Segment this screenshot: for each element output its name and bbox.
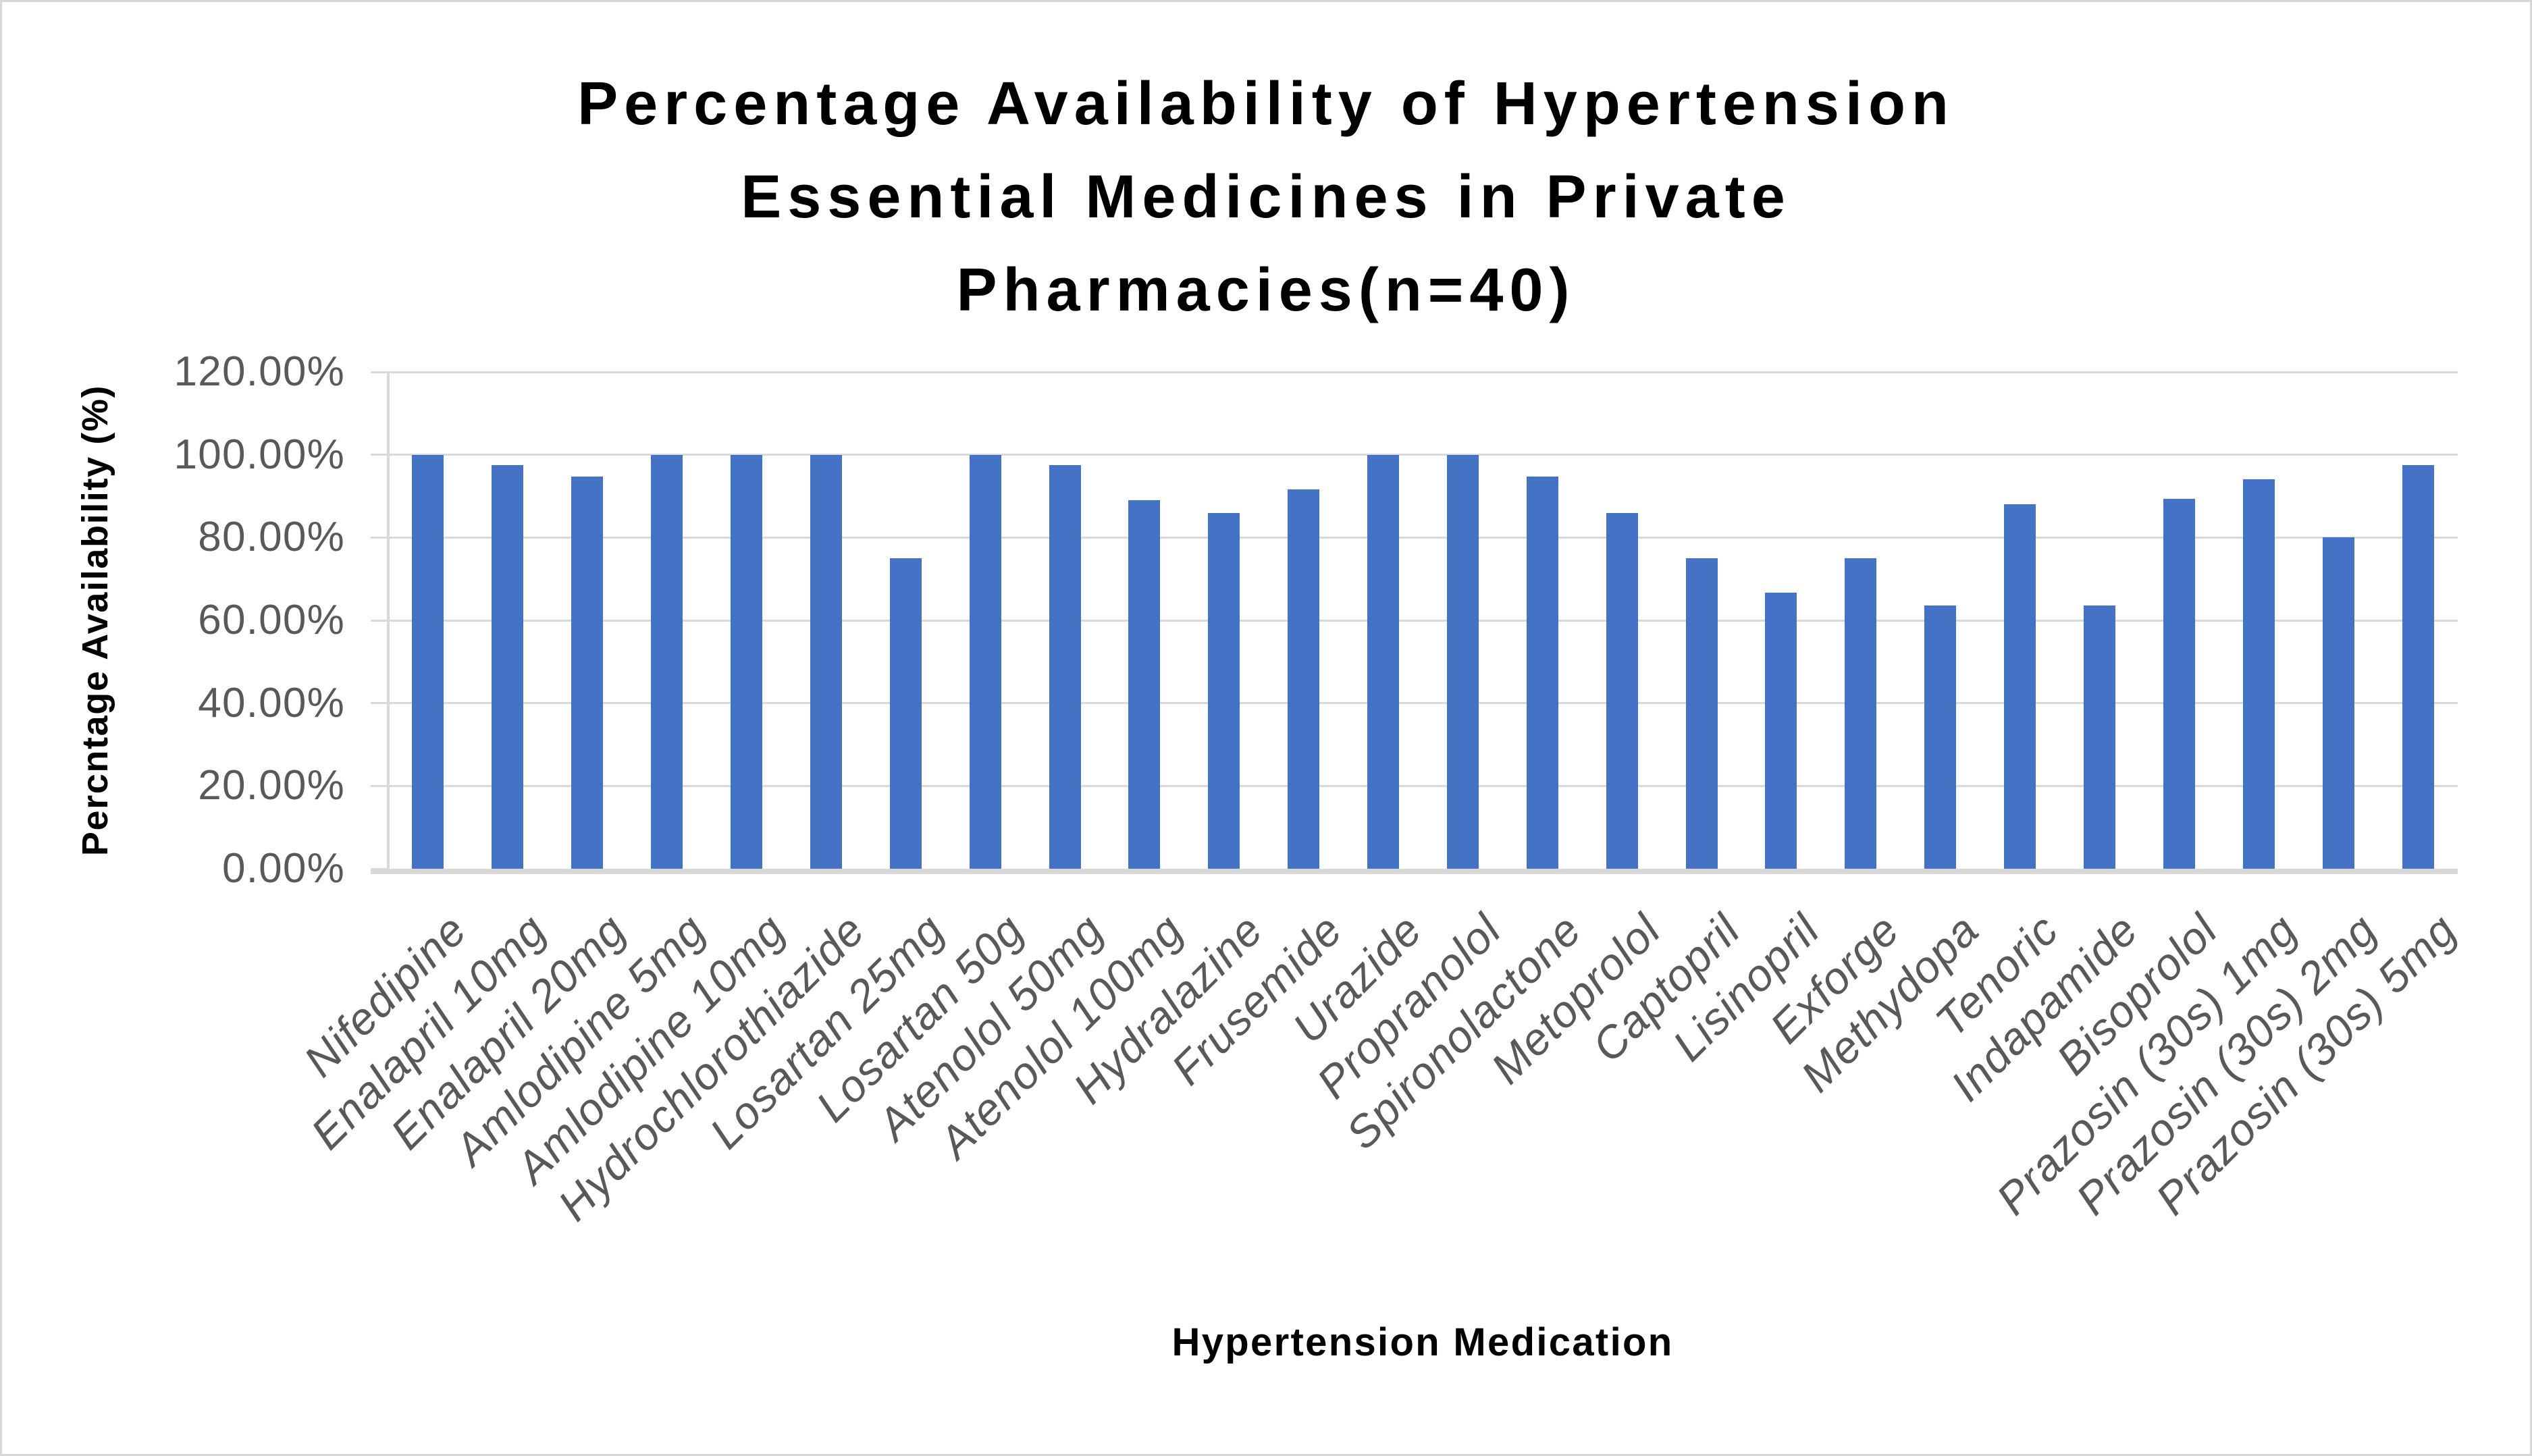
bar-losartan-50g: [969, 454, 1001, 869]
y-tick-label: 40.00%: [198, 679, 345, 726]
bar-urazide: [1367, 454, 1400, 869]
bar-spironolactone: [1526, 477, 1558, 869]
bar-bisoprolol: [2163, 499, 2195, 869]
gridline: [388, 702, 2458, 705]
bar-methydopa: [1924, 605, 1957, 869]
y-tick-label: 100.00%: [174, 431, 345, 478]
y-axis-tick: [371, 619, 388, 622]
chart-title: Percentage Availability of Hypertension …: [2, 57, 2530, 337]
y-tick-label: 120.00%: [174, 348, 345, 395]
bar-hydralazine: [1208, 512, 1240, 869]
bar-indapamide: [2084, 605, 2116, 869]
bar-tenoric: [2004, 504, 2036, 869]
y-axis-tick: [371, 784, 388, 787]
y-axis-tick: [371, 536, 388, 539]
bar-metoprolol: [1606, 512, 1638, 869]
gridline: [388, 454, 2458, 456]
x-axis-title: Hypertension Medication: [1171, 1320, 1674, 1364]
y-axis-tick: [371, 702, 388, 705]
bar-amlodipine-5mg: [651, 454, 683, 869]
y-axis-tick: [371, 454, 388, 456]
y-axis-line: [387, 372, 390, 874]
gridline: [388, 784, 2458, 787]
bar-atenolol-50mg: [1049, 465, 1081, 869]
bar-prazosin-30s-2mg: [2322, 537, 2354, 869]
chart-title-line-1: Percentage Availability of Hypertension: [577, 70, 1955, 138]
bar-nifedipine: [412, 454, 444, 869]
chart-title-line-2: Essential Medicines in Private: [741, 163, 1791, 231]
plot-area: [371, 371, 2458, 874]
bar-prazosin-30s-5mg: [2402, 465, 2434, 869]
bar-enalapril-10mg: [492, 465, 524, 869]
bar-frusemide: [1288, 489, 1320, 869]
gridline: [388, 619, 2458, 622]
y-tick-label: 60.00%: [198, 597, 345, 643]
chart-title-line-3: Pharmacies(n=40): [956, 257, 1576, 324]
bar-atenolol-100mg: [1128, 500, 1161, 869]
bar-enalapril-20mg: [571, 477, 604, 869]
gridline: [388, 371, 2458, 373]
y-axis-tick: [371, 371, 388, 373]
bar-losartan-25mg: [889, 558, 922, 869]
bar-hydrochlorothiazide: [810, 454, 842, 869]
x-axis-line: [371, 869, 2458, 874]
y-tick-label: 0.00%: [222, 845, 345, 892]
y-tick-label: 20.00%: [198, 762, 345, 809]
bar-exforge: [1845, 558, 1877, 869]
bar-propranolol: [1446, 454, 1479, 869]
bar-amlodipine-10mg: [730, 454, 762, 869]
y-tick-label: 80.00%: [198, 514, 345, 561]
gridline: [388, 536, 2458, 539]
bar-captopril: [1685, 558, 1718, 869]
bar-lisinopril: [1765, 592, 1797, 869]
bar-prazosin-30s-1mg: [2242, 479, 2275, 869]
